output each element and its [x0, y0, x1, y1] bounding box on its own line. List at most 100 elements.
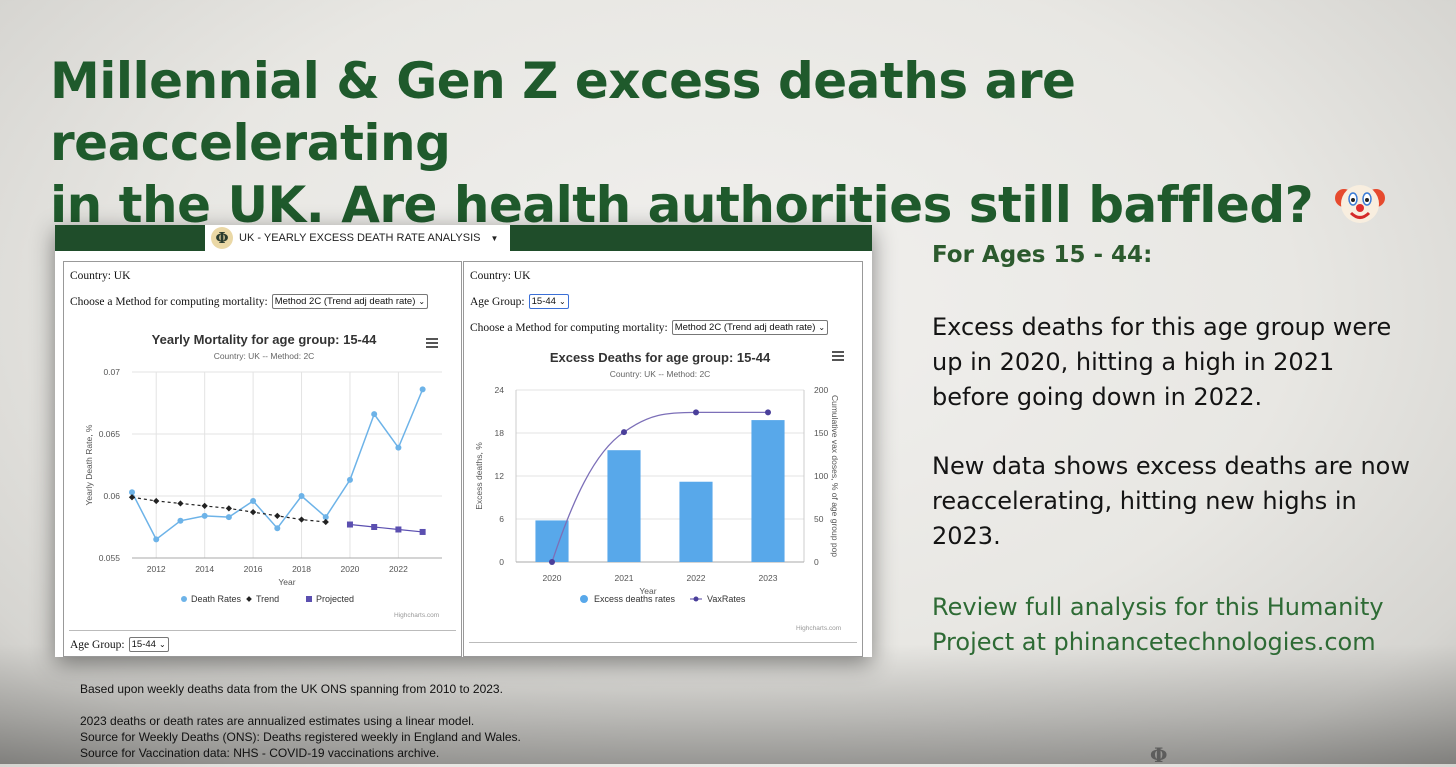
data-point-vaxrates	[693, 409, 699, 416]
corner-logo-icon: Φ	[1150, 743, 1168, 767]
y-tick-label: 6	[499, 514, 504, 524]
x-tick-label: 2022	[687, 573, 706, 583]
data-point-trend	[153, 497, 160, 505]
y-right-axis-title: Cumulative vax doses, % of age group pop	[830, 395, 840, 557]
analysis-link[interactable]: Review full analysis for this Humanity P…	[932, 593, 1384, 656]
x-tick-label: 2020	[341, 564, 360, 574]
y-tick-label: 0.065	[99, 429, 121, 439]
data-point-death-rate	[225, 514, 232, 521]
left-age-select[interactable]: 15-44 ⌄	[128, 637, 169, 652]
data-point-trend	[128, 494, 136, 501]
page-title: Millennial & Gen Z excess deaths are rea…	[50, 50, 1410, 236]
data-point-death-rate	[322, 514, 329, 521]
left-country-label: Country: UK	[70, 270, 131, 282]
right-method-label: Choose a Method for computing mortality:	[470, 321, 668, 334]
legend-marker-excess-deaths	[580, 595, 588, 603]
chart-subtitle: Country: UK -- Method: 2C	[214, 351, 315, 361]
data-point-projected	[346, 521, 353, 528]
data-point-death-rate	[371, 411, 378, 418]
data-point-death-rate	[153, 536, 160, 543]
right-age-label: Age Group:	[470, 295, 525, 308]
note-line-2: 2023 deaths or death rates are annualize…	[80, 714, 475, 728]
headline-line-2-text: in the UK. Are health authorities still …	[50, 176, 1314, 234]
right-divider	[469, 642, 857, 643]
note-line-1: Based upon weekly deaths data from the U…	[80, 682, 503, 696]
data-point-trend	[322, 518, 329, 526]
legend-marker-vaxrates	[693, 596, 699, 602]
phinance-logo-icon: Φ	[211, 227, 233, 249]
right-pane: Country: UK Age Group: 15-44 ⌄ Choose a M…	[463, 261, 863, 657]
y-right-tick-label: 50	[814, 514, 824, 524]
clown-face-icon	[1335, 178, 1386, 228]
chart-title: Yearly Mortality for age group: 15-44	[152, 332, 377, 347]
dashboard-tab[interactable]: Φ UK - YEARLY EXCESS DEATH RATE ANALYSIS…	[205, 225, 510, 251]
legend-marker-trend	[246, 596, 252, 602]
note-line-3: Source for Weekly Deaths (ONS): Deaths r…	[80, 730, 521, 744]
excess-deaths-bar-chart: Excess Deaths for age group: 15-44 Countr…	[474, 350, 840, 604]
left-method-label: Choose a Method for computing mortality:	[70, 295, 268, 308]
x-tick-label: 2023	[759, 573, 778, 583]
data-point-death-rate	[177, 517, 184, 524]
data-point-projected	[371, 524, 378, 530]
data-point-vaxrates	[549, 559, 555, 565]
chevron-down-icon: ⌄	[158, 640, 166, 649]
note-line-4: Source for Vaccination data: NHS - COVID…	[80, 746, 440, 760]
left-method-select[interactable]: Method 2C (Trend adj death rate) ⌄	[271, 294, 429, 309]
x-tick-label: 2021	[615, 573, 634, 583]
bar-excess-deaths	[535, 520, 569, 562]
x-tick-label: 2016	[244, 564, 263, 574]
left-chart-credit: Highcharts.com	[394, 612, 440, 619]
data-point-vaxrates	[765, 409, 771, 416]
left-chart-menu-icon[interactable]	[426, 338, 438, 348]
x-tick-label: 2020	[543, 573, 562, 583]
y-right-tick-label: 0	[814, 557, 819, 567]
y-tick-label: 18	[495, 428, 505, 438]
note-spacer	[80, 697, 780, 713]
data-point-death-rate	[129, 489, 135, 496]
legend-label: Death Rates	[191, 594, 242, 604]
data-point-death-rate	[298, 493, 305, 499]
data-point-death-rate	[201, 512, 208, 519]
chevron-down-icon: ▼	[490, 233, 499, 243]
y-right-tick-label: 100	[814, 471, 828, 481]
data-point-death-rate	[419, 386, 426, 393]
right-method-row: Choose a Method for computing mortality:…	[470, 320, 829, 335]
left-divider	[69, 630, 456, 631]
right-age-select[interactable]: 15-44 ⌄	[528, 294, 569, 309]
bar-excess-deaths	[607, 450, 641, 562]
left-method-select-value: Method 2C (Trend adj death rate)	[274, 296, 416, 307]
data-point-trend	[298, 516, 305, 523]
side-heading: For Ages 15 - 44:	[932, 242, 1153, 268]
left-age-label: Age Group:	[70, 638, 125, 651]
legend-marker-projected	[306, 596, 312, 602]
legend-label: Trend	[256, 594, 279, 604]
y-right-tick-label: 200	[814, 385, 828, 395]
data-point-trend	[225, 505, 232, 512]
legend-label: VaxRates	[707, 594, 746, 604]
y-axis-title: Yearly Death Rate, %	[84, 424, 94, 505]
x-tick-label: 2018	[292, 564, 311, 574]
left-age-row: Age Group: 15-44 ⌄	[70, 637, 169, 652]
data-point-death-rate	[395, 444, 402, 451]
data-point-death-rate	[346, 476, 353, 483]
source-notes: Based upon weekly deaths data from the U…	[80, 681, 780, 761]
side-paragraph-1: Excess deaths for this age group were up…	[932, 313, 1392, 411]
right-chart-menu-icon[interactable]	[832, 351, 844, 361]
chart-subtitle: Country: UK -- Method: 2C	[610, 369, 711, 379]
bar-excess-deaths	[679, 481, 713, 562]
legend-label: Excess deaths rates	[594, 594, 676, 604]
data-point-trend	[201, 502, 208, 510]
x-tick-label: 2014	[195, 564, 214, 574]
right-age-row: Age Group: 15-44 ⌄	[470, 294, 569, 309]
legend-label: Projected	[316, 594, 354, 604]
x-axis-title: Year	[639, 586, 656, 596]
right-method-select[interactable]: Method 2C (Trend adj death rate) ⌄	[671, 320, 829, 335]
data-point-trend	[274, 512, 281, 519]
data-point-death-rate	[250, 497, 257, 504]
dashboard-tab-title: UK - YEARLY EXCESS DEATH RATE ANALYSIS	[239, 232, 481, 244]
right-chart-credit: Highcharts.com	[796, 625, 842, 632]
data-point-death-rate	[274, 525, 281, 532]
left-method-row: Choose a Method for computing mortality:…	[70, 294, 429, 309]
chevron-down-icon: ⌄	[418, 297, 426, 306]
headline-line-2: in the UK. Are health authorities still …	[50, 174, 1410, 236]
